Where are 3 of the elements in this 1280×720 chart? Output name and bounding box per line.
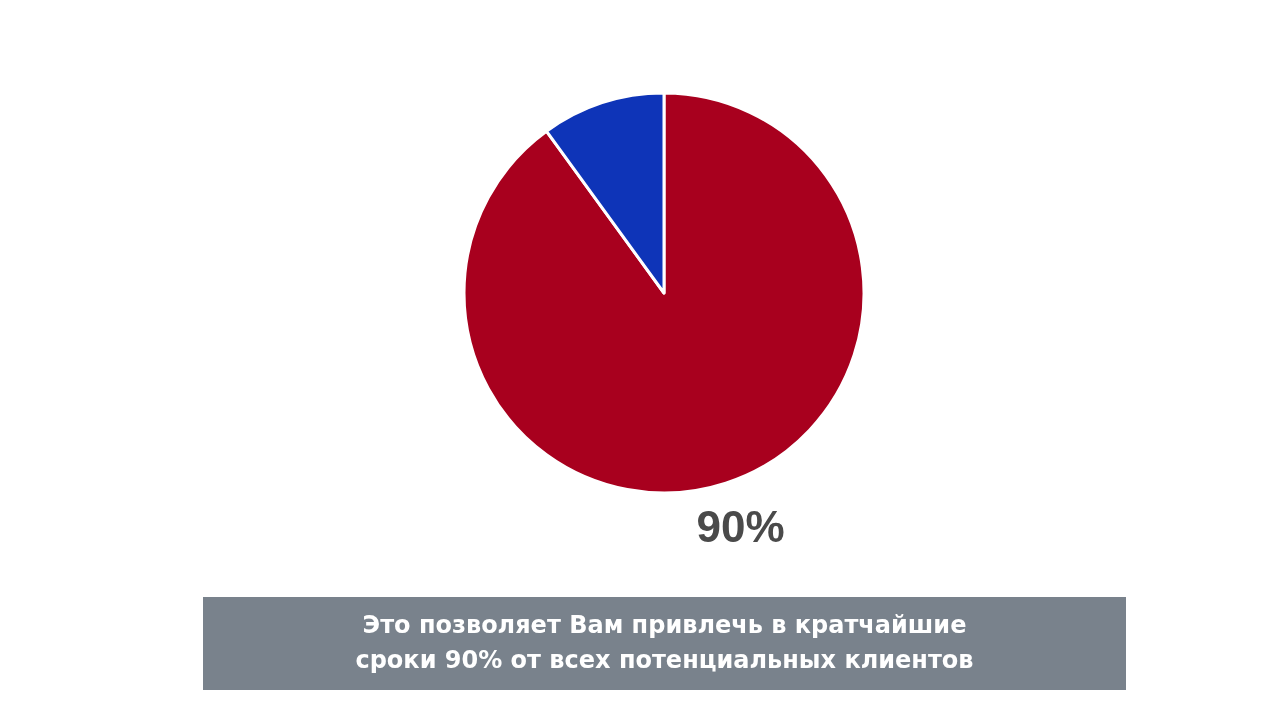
data-label: 90% [696, 501, 785, 551]
pie-slice [462, 91, 866, 495]
text: Это позволяет Вам привлечь в кратчайшие сроки 90% от всех потенциальных клиентов [355, 611, 974, 674]
